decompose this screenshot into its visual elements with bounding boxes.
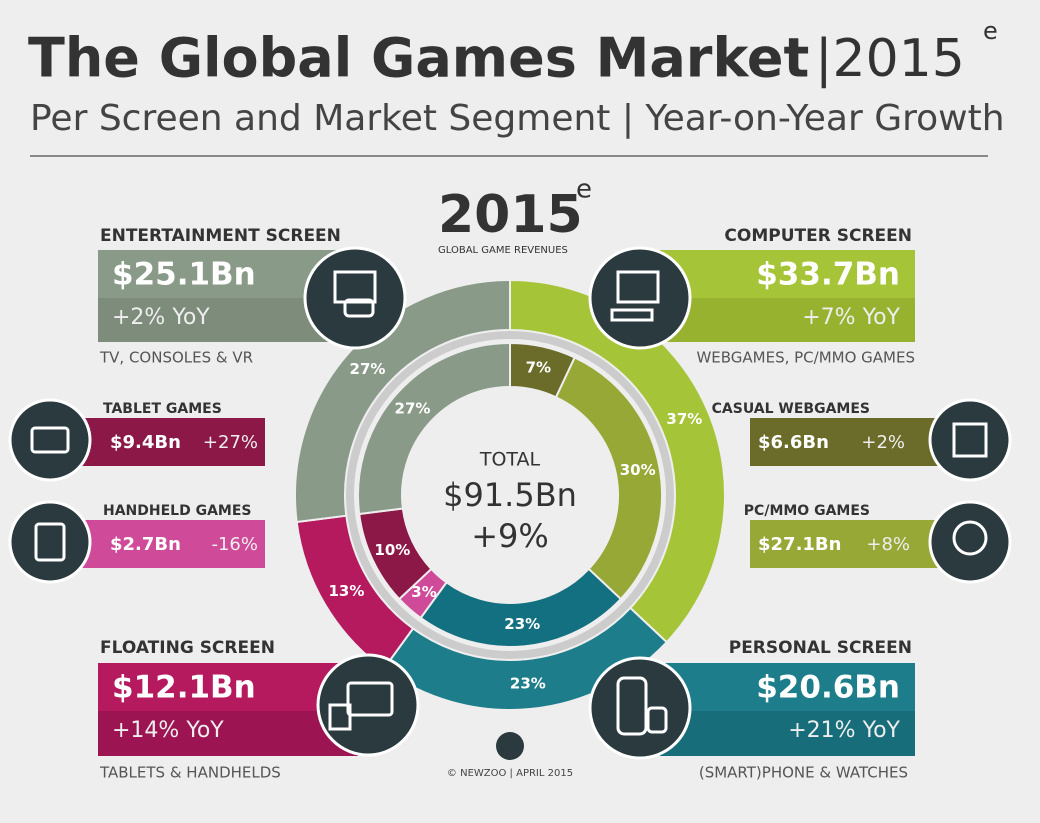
- screen-growth: +21% YoY: [788, 718, 900, 743]
- screen-growth: +14% YoY: [112, 718, 224, 743]
- screen-growth: +7% YoY: [802, 305, 900, 330]
- icon: [588, 656, 692, 760]
- screen-growth: +2% YoY: [112, 305, 210, 330]
- icon-globe: [952, 520, 988, 556]
- screen-value: $20.6Bn: [756, 670, 900, 706]
- segment-label: 37%: [666, 410, 702, 428]
- segment-growth: -16%: [211, 534, 258, 555]
- icon: [928, 398, 1012, 482]
- ring-gap: [346, 331, 674, 659]
- subtitle: Per Screen and Market Segment | Year-on-…: [30, 98, 1005, 139]
- icon-handheld: [34, 522, 66, 562]
- segment-value: $6.6Bn: [758, 432, 829, 453]
- total-label: TOTAL: [479, 449, 541, 471]
- total: $91.5Bn: [443, 476, 577, 514]
- total-growth: +9%: [471, 517, 549, 555]
- icon-watch: [646, 706, 668, 734]
- screen-desc: TV, CONSOLES & VR: [99, 349, 253, 367]
- screen-box: [660, 298, 915, 342]
- screen-value: $12.1Bn: [112, 670, 256, 706]
- footer: © NEWZOO | APRIL 2015: [447, 768, 573, 779]
- screen-box: [98, 711, 358, 756]
- segment-name: CASUAL WEBGAMES: [712, 401, 870, 417]
- segment-value: $27.1Bn: [758, 534, 841, 555]
- segment-value: $2.7Bn: [110, 534, 181, 555]
- segment-box: [80, 418, 265, 466]
- screen-name: ENTERTAINMENT SCREEN: [100, 226, 341, 246]
- segment-growth: +2%: [861, 432, 905, 453]
- segment-value: $9.4Bn: [110, 432, 181, 453]
- screen-name: FLOATING SCREEN: [100, 638, 275, 658]
- screen-box: [660, 663, 915, 711]
- screen-desc: (SMART)PHONE & WATCHES: [699, 764, 908, 782]
- center-disc: [402, 387, 618, 603]
- screen-name: PERSONAL SCREEN: [729, 638, 912, 658]
- icon-phone: [616, 676, 648, 736]
- segment-label: 13%: [329, 582, 365, 600]
- segment-label: 30%: [620, 461, 656, 479]
- icon-tablet: [346, 681, 394, 717]
- segment-name: PC/MMO GAMES: [744, 503, 870, 519]
- title-year: |2015: [815, 29, 965, 89]
- icon-keyboard: [610, 308, 654, 322]
- center-caption: GLOBAL GAME REVENUES: [438, 245, 568, 256]
- icon-handheld: [328, 703, 352, 731]
- icon: [928, 500, 1012, 584]
- segment-growth: +8%: [866, 534, 910, 555]
- segment-label: 27%: [395, 400, 431, 418]
- segment-box: [750, 520, 940, 568]
- icon-monitor: [616, 270, 660, 304]
- icon-tablet: [30, 426, 70, 454]
- icon: [588, 246, 692, 350]
- segment-label: 3%: [411, 583, 436, 601]
- logo: [496, 732, 524, 760]
- center-year-sup: e: [576, 175, 592, 205]
- center-year: 2015: [438, 185, 583, 245]
- screen-box: [98, 663, 358, 711]
- icon-tv: [333, 270, 377, 304]
- screen-value: $25.1Bn: [112, 257, 256, 293]
- segment-label: 23%: [510, 675, 546, 693]
- icon: [8, 398, 92, 482]
- segment-name: HANDHELD GAMES: [103, 503, 252, 519]
- screen-box: [660, 250, 915, 298]
- screen-desc: WEBGAMES, PC/MMO GAMES: [696, 349, 915, 367]
- screen-name: COMPUTER SCREEN: [724, 226, 912, 246]
- segment-growth: +27%: [203, 432, 258, 453]
- segment-name: TABLET GAMES: [103, 401, 222, 417]
- segment-label: 23%: [504, 615, 540, 633]
- screen-box: [660, 711, 915, 756]
- icon-vr: [343, 298, 375, 318]
- screen-desc: TABLETS & HANDHELDS: [99, 764, 281, 782]
- icon: [8, 500, 92, 584]
- screen-value: $33.7Bn: [756, 257, 900, 293]
- ring-segment: [294, 278, 511, 524]
- icon: [303, 246, 407, 350]
- segment-box: [750, 418, 940, 466]
- title-sup: e: [983, 17, 998, 45]
- title: The Global Games Market: [28, 27, 809, 90]
- segment-label: 7%: [526, 359, 551, 377]
- segment-box: [80, 520, 265, 568]
- segment-label: 27%: [350, 360, 386, 378]
- segment-label: 10%: [374, 541, 410, 559]
- icon-web: [952, 422, 988, 458]
